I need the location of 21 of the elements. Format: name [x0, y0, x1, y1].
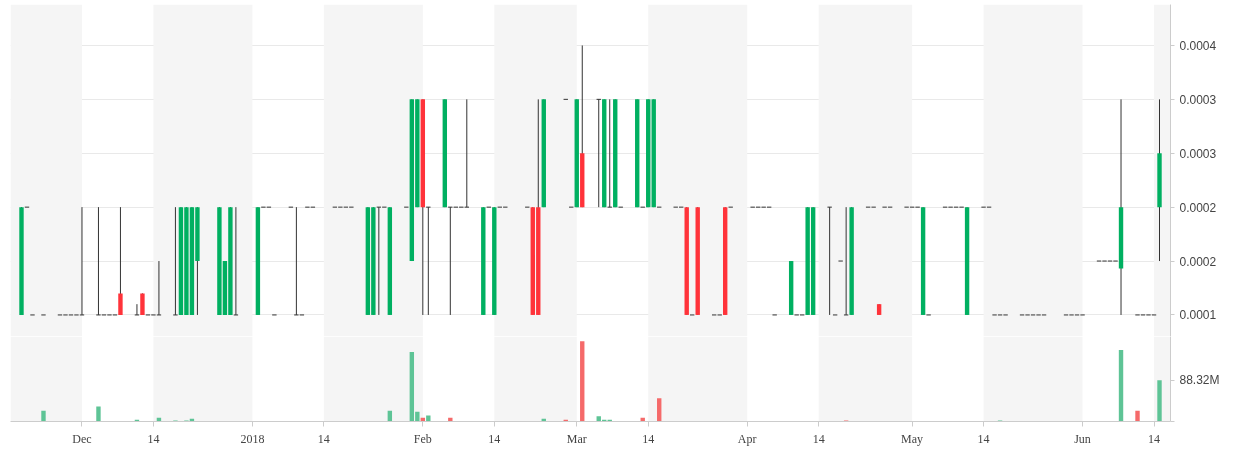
y-tick-label: 0.0004	[1179, 38, 1217, 53]
y-tick-label: 0.0003	[1179, 146, 1217, 161]
y-tick-label: 0.0002	[1179, 200, 1217, 215]
x-tick-label: Apr	[737, 431, 757, 446]
x-tick-label: 14	[488, 431, 501, 446]
x-tick-label: 14	[147, 431, 160, 446]
y-tick-label: 0.0003	[1179, 92, 1217, 107]
x-tick-label: May	[901, 431, 924, 446]
x-tick-label: 14	[1148, 431, 1161, 446]
x-tick-label: Dec	[72, 431, 92, 446]
y-tick-label: 88.32M	[1179, 373, 1220, 388]
y-tick-label: 0.0001	[1179, 308, 1217, 323]
y-tick-label: 0.0002	[1179, 254, 1217, 269]
x-tick-label: 14	[642, 431, 655, 446]
x-tick-label: Jun	[1074, 431, 1091, 446]
x-tick-label: Mar	[566, 431, 587, 446]
x-tick-label: 14	[977, 431, 990, 446]
x-tick-label: 14	[812, 431, 825, 446]
x-tick-label: 14	[317, 431, 330, 446]
x-tick-label: Feb	[413, 431, 432, 446]
x-tick-label: 2018	[240, 431, 265, 446]
